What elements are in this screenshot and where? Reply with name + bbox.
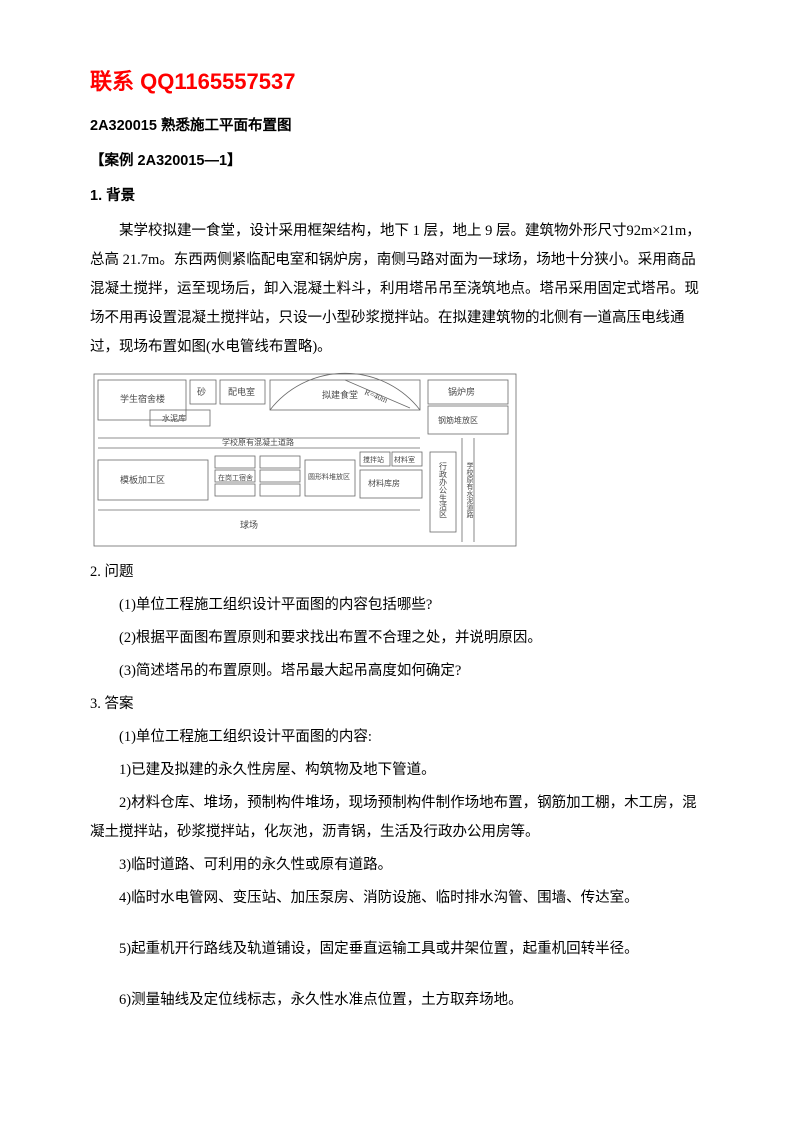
a1-2: 2)材料仓库、堆场，预制构件堆场，现场预制构件制作场地布置，钢筋加工棚，木工房，…	[90, 789, 710, 847]
contact-line: 联系 QQ1165557537	[90, 60, 710, 104]
s1-heading: 1. 背景	[90, 182, 710, 211]
s3-heading: 3. 答案	[90, 690, 710, 719]
lbl-cement: 水泥库	[162, 413, 186, 423]
s2-heading: 2. 问题	[90, 558, 710, 587]
section-title: 2A320015 熟悉施工平面布置图	[90, 112, 710, 141]
lbl-boiler: 锅炉房	[448, 386, 475, 397]
spacer	[90, 917, 710, 931]
lbl-field: 球场	[240, 519, 258, 530]
site-plan-diagram: 学生宿舍楼 砂 配电室 拟建食堂 锅炉房 钢筋堆放区 水泥库 学校原有混凝土道路…	[90, 370, 710, 550]
lbl-rebar: 钢筋堆放区	[438, 415, 478, 425]
lbl-formwork: 模板加工区	[120, 474, 165, 485]
a1-5: 5)起重机开行路线及轨道铺设，固定垂直运输工具或井架位置，起重机回转半径。	[90, 935, 710, 964]
lbl-matroom: 材料室	[394, 455, 415, 464]
a1-3: 3)临时道路、可利用的永久性或原有道路。	[90, 851, 710, 880]
case-label: 【案例 2A320015—1】	[90, 147, 710, 176]
q3: (3)简述塔吊的布置原则。塔吊最大起吊高度如何确定?	[90, 657, 710, 686]
lbl-matstore: 材料库房	[368, 478, 400, 488]
lbl-radius: R=40m	[363, 388, 389, 406]
lbl-admin: 行政办公生活区	[439, 461, 448, 518]
spacer2	[90, 968, 710, 982]
lbl-power: 配电室	[228, 386, 255, 397]
lbl-rightroad: 学校原有水泥道路	[466, 461, 474, 519]
q2: (2)根据平面图布置原则和要求找出布置不合理之处，并说明原因。	[90, 624, 710, 653]
a1-6: 6)测量轴线及定位线标志，永久性水准点位置，土方取弃场地。	[90, 986, 710, 1015]
a1-1: 1)已建及拟建的永久性房屋、构筑物及地下管道。	[90, 756, 710, 785]
q1: (1)单位工程施工组织设计平面图的内容包括哪些?	[90, 591, 710, 620]
lbl-dorm: 学生宿舍楼	[120, 393, 165, 404]
lbl-roundbar: 圆形料堆放区	[308, 472, 350, 481]
lbl-sand: 砂	[197, 386, 206, 397]
lbl-constdorm: 在岗工宿舍	[218, 473, 253, 482]
lbl-mix: 搅拌站	[363, 455, 384, 464]
lbl-proposed: 拟建食堂	[322, 389, 358, 400]
lbl-road-mid: 学校原有混凝土道路	[222, 437, 294, 447]
a1-head: (1)单位工程施工组织设计平面图的内容:	[90, 723, 710, 752]
background-para: 某学校拟建一食堂，设计采用框架结构，地下 1 层，地上 9 层。建筑物外形尺寸9…	[90, 217, 710, 362]
a1-2-text: 2)材料仓库、堆场，预制构件堆场，现场预制构件制作场地布置，钢筋加工棚，木工房，…	[90, 795, 697, 840]
a1-4: 4)临时水电管网、变压站、加压泵房、消防设施、临时排水沟管、围墙、传达室。	[90, 884, 710, 913]
